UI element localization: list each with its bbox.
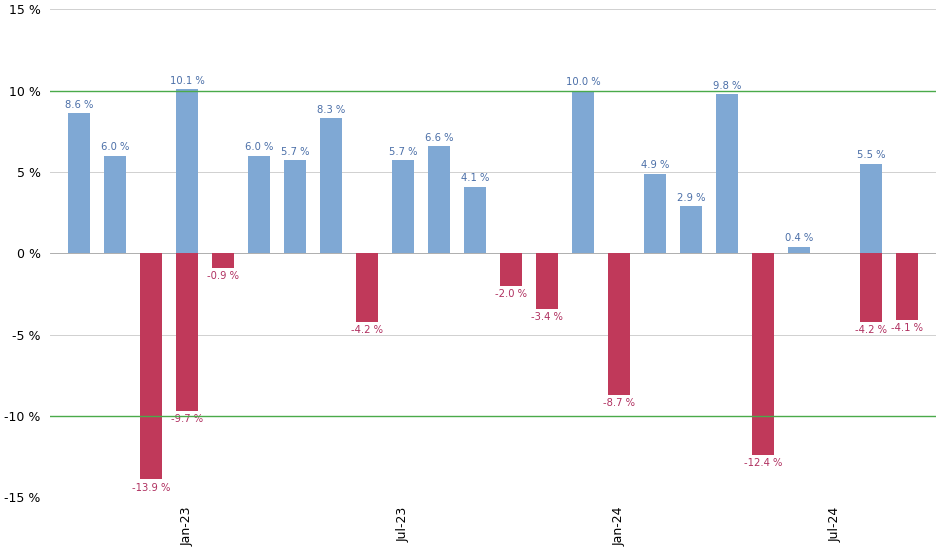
Bar xyxy=(500,253,522,286)
Text: 6.0 %: 6.0 % xyxy=(101,142,129,152)
Bar xyxy=(177,89,197,253)
Bar xyxy=(321,118,342,253)
Bar xyxy=(140,253,162,480)
Text: 8.6 %: 8.6 % xyxy=(65,100,93,110)
Text: -4.1 %: -4.1 % xyxy=(891,323,923,333)
Text: -0.9 %: -0.9 % xyxy=(207,271,239,281)
Text: 2.9 %: 2.9 % xyxy=(677,193,705,203)
Text: -4.2 %: -4.2 % xyxy=(351,325,384,335)
Bar xyxy=(608,253,630,395)
Text: 4.9 %: 4.9 % xyxy=(641,160,669,170)
Bar xyxy=(572,91,594,253)
Text: 0.4 %: 0.4 % xyxy=(785,233,813,244)
Bar xyxy=(536,253,557,309)
Bar xyxy=(104,156,126,253)
Bar xyxy=(644,173,666,253)
Text: 9.8 %: 9.8 % xyxy=(713,80,742,91)
Bar xyxy=(356,253,378,322)
Bar xyxy=(284,161,306,253)
Bar xyxy=(681,206,702,253)
Bar xyxy=(429,146,450,253)
Bar xyxy=(752,253,774,455)
Text: 8.3 %: 8.3 % xyxy=(317,105,345,115)
Bar xyxy=(177,253,197,411)
Text: 10.0 %: 10.0 % xyxy=(566,77,601,87)
Bar xyxy=(69,113,90,253)
Text: -9.7 %: -9.7 % xyxy=(171,414,203,424)
Text: 10.1 %: 10.1 % xyxy=(170,76,204,86)
Bar xyxy=(716,94,738,253)
Text: -2.0 %: -2.0 % xyxy=(495,289,527,299)
Text: -12.4 %: -12.4 % xyxy=(744,458,782,468)
Text: 5.5 %: 5.5 % xyxy=(856,151,885,161)
Bar xyxy=(789,247,810,253)
Text: 6.0 %: 6.0 % xyxy=(244,142,274,152)
Text: 4.1 %: 4.1 % xyxy=(461,173,489,183)
Text: 6.6 %: 6.6 % xyxy=(425,133,453,142)
Text: -13.9 %: -13.9 % xyxy=(132,483,170,493)
Bar xyxy=(896,253,917,320)
Bar xyxy=(464,186,486,253)
Text: -3.4 %: -3.4 % xyxy=(531,312,563,322)
Bar xyxy=(860,164,882,253)
Bar xyxy=(212,253,234,268)
Text: 5.7 %: 5.7 % xyxy=(281,147,309,157)
Text: -4.2 %: -4.2 % xyxy=(855,325,887,335)
Bar xyxy=(392,161,414,253)
Text: 5.7 %: 5.7 % xyxy=(389,147,417,157)
Bar xyxy=(860,253,882,322)
Bar xyxy=(248,156,270,253)
Text: -8.7 %: -8.7 % xyxy=(603,398,635,408)
